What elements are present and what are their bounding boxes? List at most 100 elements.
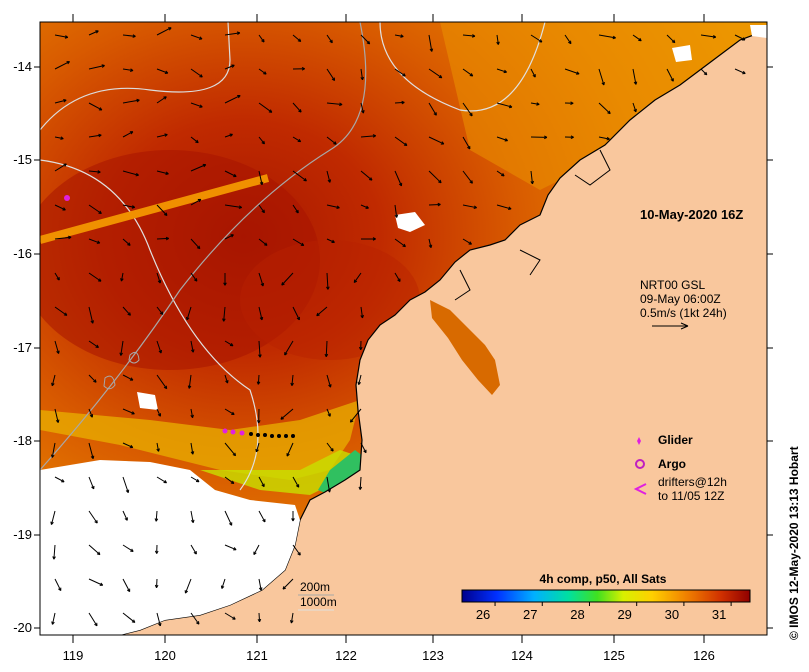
current-arrow-head [258,354,262,358]
drifter-legend-icon [633,483,647,495]
argo-legend-icon [635,459,645,469]
current-arrow [155,510,158,522]
current-arrow-head [633,81,638,85]
lon-tick-label: 123 [422,648,444,663]
current-arrow-head [262,518,266,523]
current-arrow [394,238,406,248]
current-arrow-head [253,551,257,556]
current-arrow [224,32,240,36]
current-arrow-head [131,619,136,623]
current-arrow [122,204,135,208]
current-arrow-head [195,478,200,483]
current-arrow [326,136,337,145]
current-arrow-head [202,163,207,168]
current-arrow [428,203,441,206]
current-arrow-head [703,71,708,76]
current-arrow-head [327,413,331,417]
current-arrow-head [324,353,329,358]
current-arrow-head [63,98,67,103]
current-arrow [394,204,398,218]
current-arrow-head [394,214,399,218]
current-arrow [224,544,237,551]
current-arrow [122,578,131,592]
colorbar-tick-label: 30 [665,607,679,622]
current-arrow [258,612,261,622]
current-arrow [156,96,167,104]
current-arrow-head [125,489,130,493]
current-arrow [190,510,194,523]
current-arrow [292,544,301,556]
current-arrow [224,510,233,526]
current-arrow [54,34,68,38]
current-arrow-head [568,40,572,45]
current-arrow [122,34,136,37]
current-arrow [88,544,101,555]
current-arrow [258,340,261,358]
current-arrow-head [741,37,746,41]
current-arrow-head [360,76,364,81]
current-arrow-head [329,39,333,44]
current-arrow-head [601,81,605,86]
current-arrow-head [126,588,131,593]
legend-glider: Glider [658,433,693,447]
colorbar-tick-label: 29 [617,607,631,622]
current-arrow-head [168,27,172,31]
current-arrow [122,99,140,104]
plot-frame [39,21,768,636]
current-arrow [496,170,505,177]
current-arrow-head [131,411,135,415]
current-arrow-head [440,141,445,145]
current-arrow [350,408,362,423]
current-arrow-head [233,547,237,551]
current-arrow [224,234,234,240]
current-arrow-head [469,180,473,184]
current-arrow-head [633,108,637,113]
current-arrow-head [119,352,123,356]
lon-tick-label: 121 [246,648,268,663]
current-arrow [462,68,474,77]
current-arrow-head [576,71,580,75]
current-arrow-head [297,38,302,42]
current-arrow-head [438,74,443,79]
current-arrow-head [536,102,540,106]
current-arrow-head [402,243,406,248]
lat-tick-label: -17 [13,340,32,355]
current-arrow-head [363,449,367,454]
current-arrow-head [261,483,265,488]
current-arrow [186,306,192,321]
current-arrow-head [297,138,302,143]
current-arrow [224,95,241,104]
current-arrow [224,612,236,620]
current-arrow-head [164,133,168,137]
current-arrow-head [190,451,195,455]
current-arrow-head [120,278,124,282]
current-arrow [258,102,273,113]
current-arrow [156,170,169,175]
current-arrow-head [532,74,536,78]
current-arrow-head [358,486,363,490]
current-arrow [190,612,200,625]
current-arrow-head [163,96,167,100]
current-arrow-head [286,453,290,457]
current-arrow [255,442,260,453]
current-arrow-head [301,66,305,71]
current-arrow-head [258,587,263,591]
current-arrow [156,27,172,36]
current-arrow-head [282,586,287,590]
current-arrow-head [331,239,335,244]
current-arrow [88,578,103,586]
current-arrow [496,68,507,73]
current-arrow-head [349,419,354,423]
lon-tick-label: 122 [335,648,357,663]
current-arrow [258,272,264,287]
current-arrow-head [158,350,163,354]
current-arrow-head [261,209,265,214]
current-arrow-head [339,102,343,107]
glider-legend-icon [637,437,641,445]
current-arrow [190,102,203,108]
current-arrow-head [163,385,168,390]
current-arrow [394,34,404,38]
current-arrow [326,34,333,44]
current-arrow-head [544,135,548,140]
current-arrow-head [90,320,94,324]
